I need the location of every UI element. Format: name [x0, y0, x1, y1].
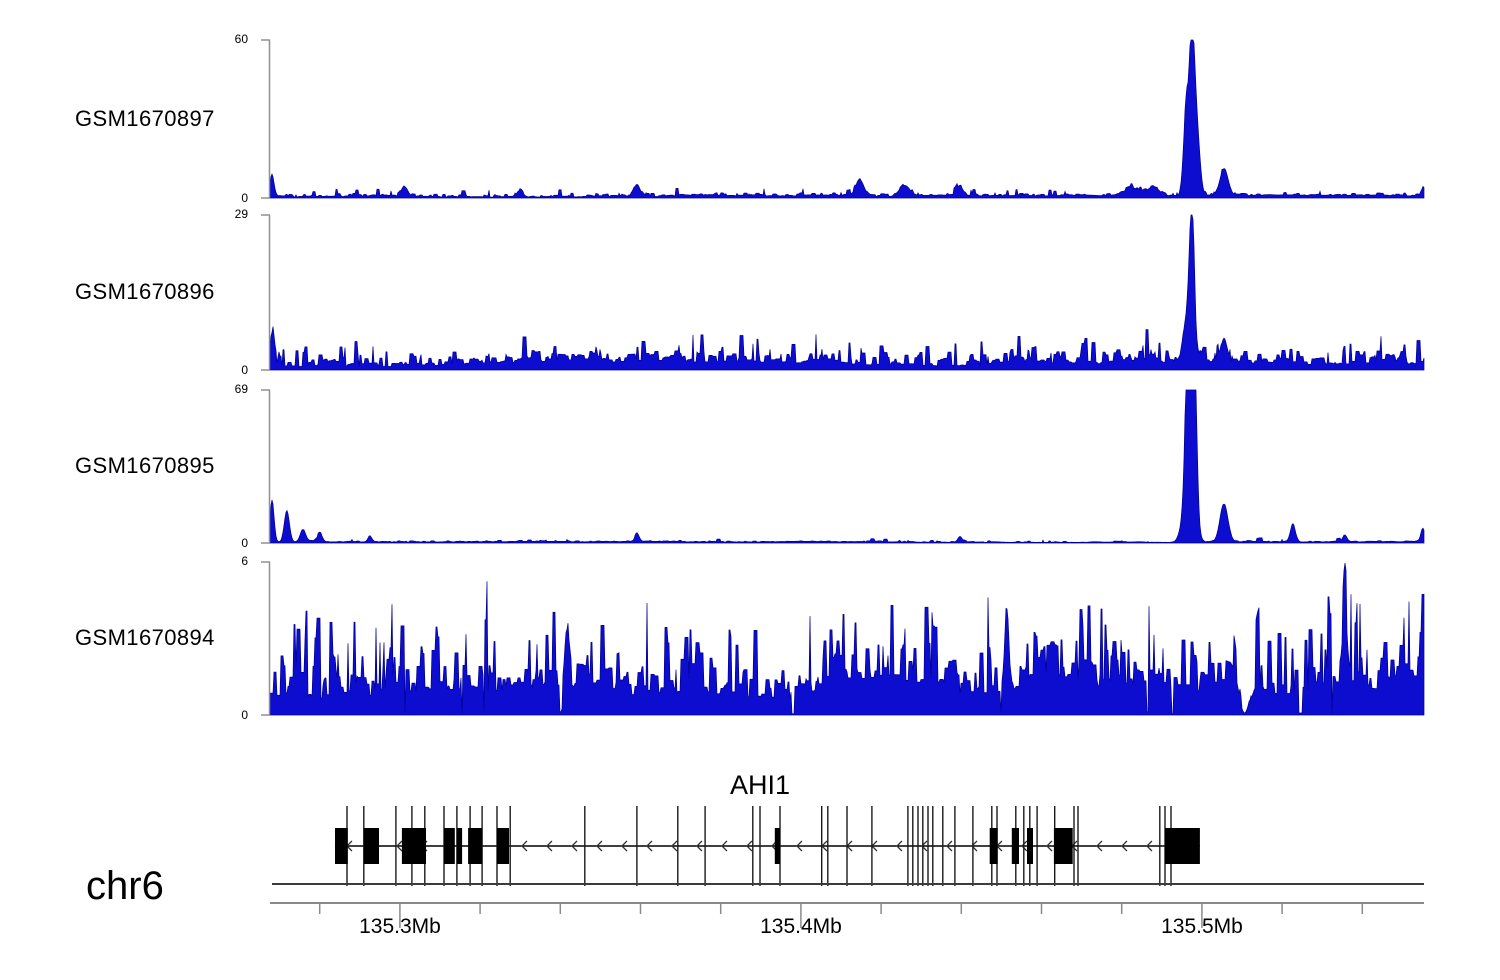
track-y-axis — [261, 389, 271, 544]
y-max-label: 60 — [234, 32, 248, 46]
coverage-histogram-GSM1670897 — [269, 39, 1425, 199]
y-max-label: 6 — [241, 554, 248, 568]
coverage-histogram-GSM1670894 — [269, 562, 1425, 716]
track-y-axis — [261, 39, 271, 199]
track-label: GSM1670897 — [75, 106, 215, 131]
y-min-label: 0 — [241, 363, 248, 377]
y-max-label: 29 — [234, 207, 248, 221]
track-y-axis — [261, 561, 271, 716]
track-label: GSM1670896 — [75, 279, 215, 304]
exon-boxes — [335, 828, 1200, 864]
y-min-label: 0 — [241, 708, 248, 722]
chromosome-label: chr6 — [86, 864, 164, 908]
y-min-label: 0 — [241, 536, 248, 550]
axis-tick-label: 135.4Mb — [760, 915, 842, 938]
gene-name-label: AHI1 — [729, 770, 791, 800]
coverage-histogram-GSM1670896 — [269, 214, 1425, 371]
y-min-label: 0 — [241, 191, 248, 205]
axis-tick-label: 135.3Mb — [359, 915, 441, 938]
track-label: GSM1670894 — [75, 625, 215, 650]
genome-axis-ticks — [318, 904, 1364, 928]
axis-tick-label: 135.5Mb — [1161, 915, 1243, 938]
track-y-axis — [261, 214, 271, 371]
coverage-histogram-GSM1670895 — [269, 389, 1425, 544]
track-label: GSM1670895 — [75, 453, 215, 478]
y-max-label: 69 — [234, 382, 248, 396]
